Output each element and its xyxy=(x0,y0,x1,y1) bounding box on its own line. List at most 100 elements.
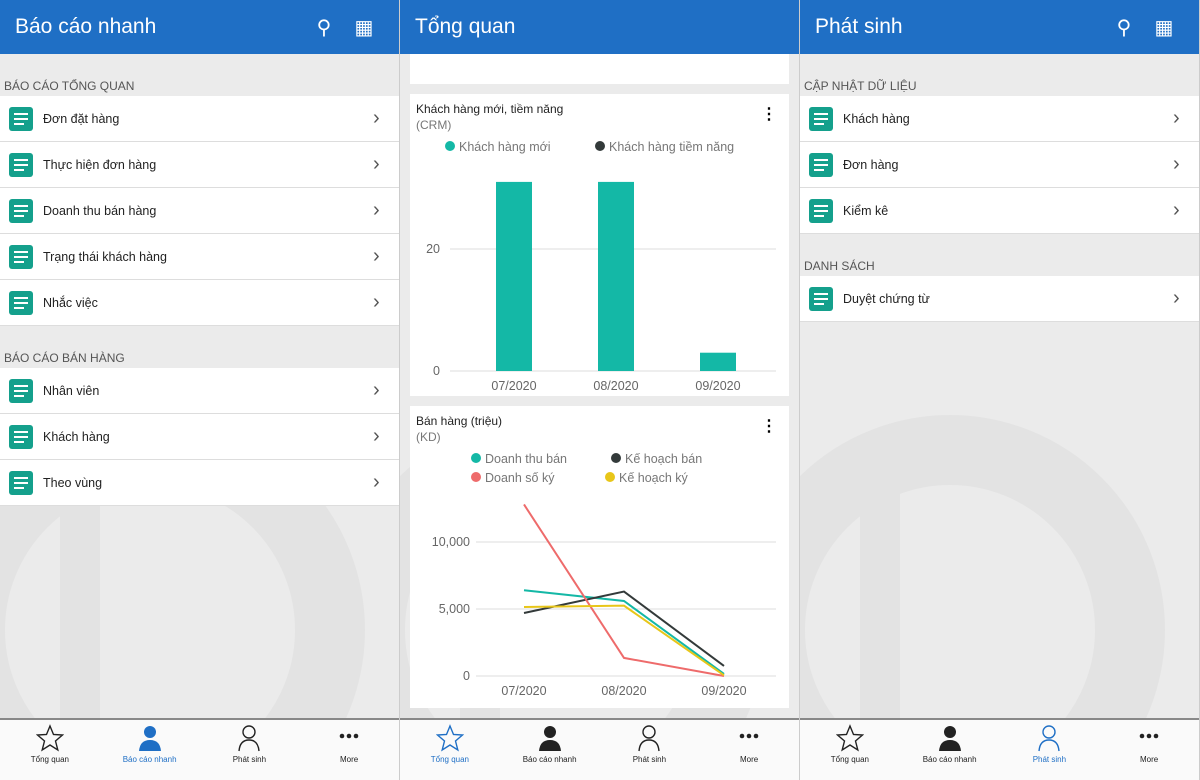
bottom-nav: Tổng quan Báo cáo nhanh Phát sinh More xyxy=(400,718,799,780)
nav-person-filled[interactable]: Báo cáo nhanh xyxy=(500,720,600,780)
list-item-label: Khách hàng xyxy=(843,111,910,126)
nav-star[interactable]: Tổng quan xyxy=(400,720,500,780)
nav-person-filled[interactable]: Báo cáo nhanh xyxy=(100,720,200,780)
nav-person-outline[interactable]: Phát sinh xyxy=(1000,720,1100,780)
nav-person-filled[interactable]: Báo cáo nhanh xyxy=(900,720,1000,780)
watermark-logo xyxy=(800,415,1165,720)
nav-label: Báo cáo nhanh xyxy=(922,755,977,764)
list-item-label: Trạng thái khách hàng xyxy=(43,249,167,264)
series-line xyxy=(523,604,725,677)
header: Phát sinh ⚲ ▦ xyxy=(800,0,1199,54)
legend-marker xyxy=(471,472,481,482)
chart-subtitle: (CRM) xyxy=(416,118,452,132)
y-tick-label: 0 xyxy=(433,364,440,378)
list-item-label: Doanh thu bán hàng xyxy=(43,203,157,218)
chevron-right-icon: › xyxy=(1173,287,1180,309)
order-icon xyxy=(3,103,39,135)
nav-more[interactable]: More xyxy=(299,720,399,780)
legend-label: Kế hoạch ký xyxy=(619,471,689,485)
crm-chart-card: Khách hàng mới, tiềm năng (CRM) ⋮ Khách … xyxy=(410,94,789,396)
chevron-right-icon: › xyxy=(1173,107,1180,129)
list-item[interactable]: Trạng thái khách hàng › xyxy=(0,234,399,280)
legend-marker xyxy=(611,453,621,463)
nav-label: Tổng quan xyxy=(30,755,69,764)
grid-menu-icon[interactable]: ▦ xyxy=(1154,16,1174,39)
list-item-label: Đơn hàng xyxy=(843,157,899,172)
screen-phat-sinh: Phát sinh ⚲ ▦ CẬP NHẬT DỮ LIỆU Khách hàng › Đơ… xyxy=(800,0,1200,780)
more-icon xyxy=(1139,733,1159,739)
nav-label: Báo cáo nhanh xyxy=(122,755,177,764)
person-filled-icon xyxy=(138,726,161,751)
approve-document-icon xyxy=(803,283,839,315)
list-item[interactable]: Doanh thu bán hàng › xyxy=(0,188,399,234)
chart-title: Bán hàng (triệu) xyxy=(416,414,503,428)
nav-star[interactable]: Tổng quan xyxy=(800,720,900,780)
nav-more[interactable]: More xyxy=(1099,720,1199,780)
list-item-label: Nhân viên xyxy=(43,383,100,398)
x-tick-label: 07/2020 xyxy=(491,379,536,393)
nav-label: Phát sinh xyxy=(232,755,267,764)
x-tick-label: 08/2020 xyxy=(601,684,646,698)
chart-subtitle: (KD) xyxy=(416,430,441,444)
search-icon[interactable]: ⚲ xyxy=(316,16,332,39)
list-item[interactable]: Thực hiện đơn hàng › xyxy=(0,142,399,188)
grid-menu-icon[interactable]: ▦ xyxy=(354,16,374,39)
top-card xyxy=(410,54,789,84)
star-icon xyxy=(435,724,464,752)
list-item[interactable]: Theo vùng › xyxy=(0,460,399,506)
list-item[interactable]: Khách hàng › xyxy=(0,414,399,460)
order-progress-icon xyxy=(3,149,39,181)
section-header: BÁO CÁO TỔNG QUAN xyxy=(4,79,135,93)
sales-chart-card: Bán hàng (triệu) (KD) ⋮ Doanh thu bán Kế … xyxy=(410,406,789,708)
more-icon xyxy=(339,733,359,739)
list-item[interactable]: Đơn đặt hàng › xyxy=(0,96,399,142)
list-item[interactable]: Nhắc việc › xyxy=(0,280,399,326)
x-tick-label: 08/2020 xyxy=(593,379,638,393)
series-line xyxy=(523,589,725,675)
screen-bao-cao-nhanh: Báo cáo nhanh ⚲ ▦ BÁO CÁO TỔNG QUAN Đơn đặt … xyxy=(0,0,400,780)
legend-label: Khách hàng mới xyxy=(459,140,551,154)
nav-person-outline[interactable]: Phát sinh xyxy=(600,720,700,780)
legend-label: Kế hoạch bán xyxy=(625,452,702,466)
more-vertical-icon[interactable]: ⋮ xyxy=(761,106,777,123)
list-item-label: Duyệt chứng từ xyxy=(843,291,930,306)
list-item[interactable]: Kiểm kê › xyxy=(800,188,1199,234)
chevron-right-icon: › xyxy=(373,245,380,267)
section-header: DANH SÁCH xyxy=(804,259,875,273)
nav-label: More xyxy=(1140,755,1159,764)
chevron-right-icon: › xyxy=(373,425,380,447)
person-filled-icon xyxy=(938,726,961,751)
x-tick-label: 09/2020 xyxy=(695,379,740,393)
nav-label: Tổng quan xyxy=(430,755,469,764)
more-vertical-icon[interactable]: ⋮ xyxy=(761,418,777,435)
chevron-right-icon: › xyxy=(373,199,380,221)
bottom-nav: Tổng quan Báo cáo nhanh Phát sinh More xyxy=(0,718,399,780)
nav-label: Báo cáo nhanh xyxy=(522,755,577,764)
list-item[interactable]: Nhân viên › xyxy=(0,368,399,414)
chevron-right-icon: › xyxy=(373,291,380,313)
bar xyxy=(598,181,634,371)
chevron-right-icon: › xyxy=(373,107,380,129)
legend-label: Khách hàng tiềm năng xyxy=(609,140,734,154)
section-header: CẬP NHẬT DỮ LIỆU xyxy=(804,79,917,93)
chevron-right-icon: › xyxy=(1173,199,1180,221)
nav-star[interactable]: Tổng quan xyxy=(0,720,100,780)
star-icon xyxy=(835,724,864,752)
series-line xyxy=(523,503,725,677)
nav-person-outline[interactable]: Phát sinh xyxy=(200,720,300,780)
legend-label: Doanh số ký xyxy=(485,471,555,485)
list-item-label: Thực hiện đơn hàng xyxy=(43,157,157,172)
revenue-chart-icon xyxy=(3,195,39,227)
star-icon xyxy=(35,724,64,752)
y-tick-label: 5,000 xyxy=(439,602,470,616)
search-icon[interactable]: ⚲ xyxy=(1116,16,1132,39)
list-item[interactable]: Khách hàng › xyxy=(800,96,1199,142)
nav-label: Phát sinh xyxy=(632,755,667,764)
nav-more[interactable]: More xyxy=(699,720,799,780)
list-item[interactable]: Đơn hàng › xyxy=(800,142,1199,188)
y-tick-label: 10,000 xyxy=(432,535,470,549)
person-outline-icon xyxy=(638,725,661,752)
list-item-label: Kiểm kê xyxy=(843,203,889,218)
list-item[interactable]: Duyệt chứng từ › xyxy=(800,276,1199,322)
legend-label: Doanh thu bán xyxy=(485,452,567,466)
